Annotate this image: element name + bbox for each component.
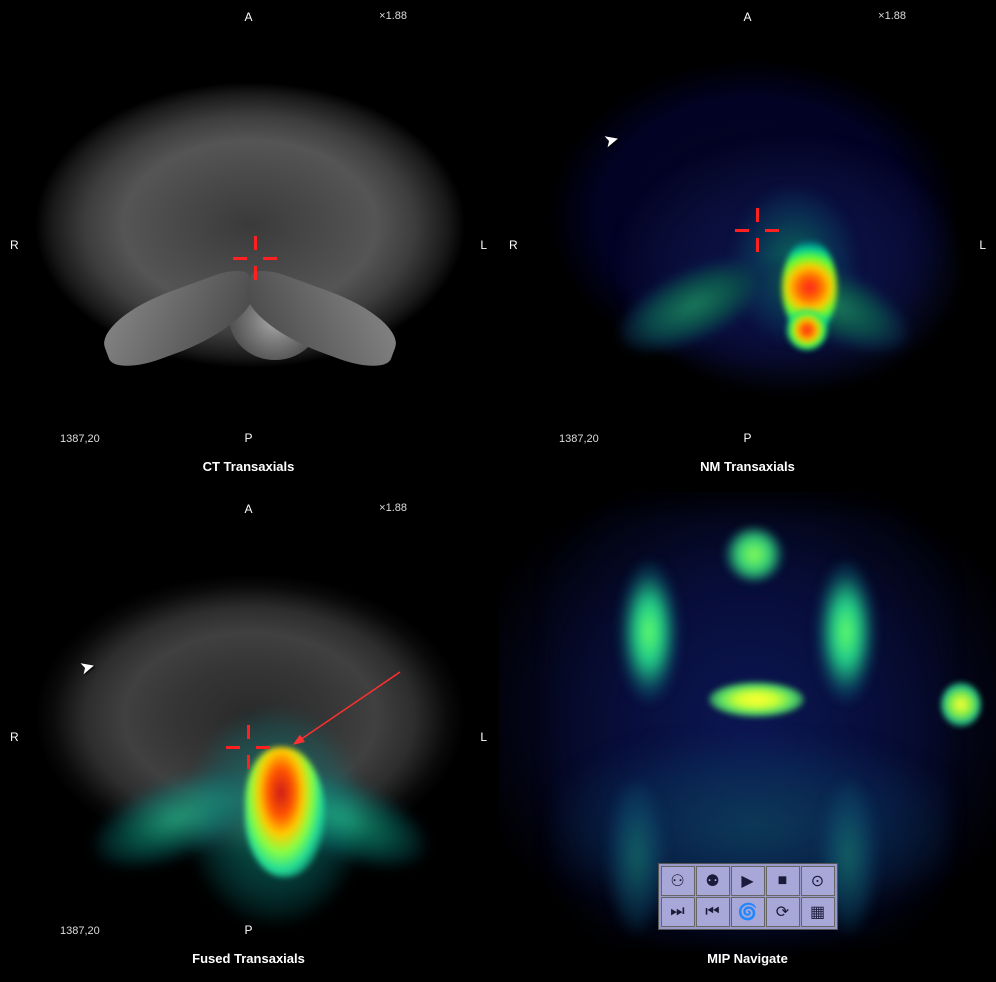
skip-forward-icon[interactable]: ⏭ — [661, 897, 695, 927]
orient-right: R — [10, 238, 19, 252]
imaging-grid: A ×1.88 R L 1387,20 P CT Transaxials A ×… — [0, 0, 996, 982]
refresh-icon[interactable]: ⟳ — [766, 897, 800, 927]
ct-image — [20, 50, 480, 400]
viewport-title: NM Transaxials — [700, 459, 795, 474]
orient-left: L — [480, 238, 487, 252]
viewport-ct[interactable]: A ×1.88 R L 1387,20 P CT Transaxials — [0, 0, 497, 490]
zoom-value: ×1.88 — [878, 10, 906, 22]
slice-coords: 1387,20 — [60, 433, 100, 445]
orient-posterior: P — [244, 431, 252, 445]
target-icon[interactable]: ⊙ — [801, 866, 835, 896]
viewport-title: MIP Navigate — [707, 951, 788, 966]
orient-anterior: A — [244, 10, 252, 24]
grid-icon[interactable]: ▦ — [801, 897, 835, 927]
orient-anterior: A — [743, 10, 751, 24]
body-front-icon[interactable]: ⚇ — [661, 866, 695, 896]
skip-back-icon[interactable]: ⏮ — [696, 897, 730, 927]
nm-image — [539, 40, 969, 430]
annotation-arrow — [0, 492, 497, 982]
spiral-icon[interactable]: 🌀 — [731, 897, 765, 927]
slice-coords: 1387,20 — [559, 433, 599, 445]
stop-icon[interactable]: ■ — [766, 866, 800, 896]
viewport-nm[interactable]: A ×1.88 R L ➤ 1387,20 P NM Transaxials — [499, 0, 996, 490]
zoom-value: ×1.88 — [379, 10, 407, 22]
orient-posterior: P — [743, 431, 751, 445]
viewport-fused[interactable]: A ×1.88 R L ➤ 1387,20 P Fused Transaxial… — [0, 492, 497, 982]
viewport-mip[interactable]: ⚇⚉▶■⊙ ⏭⏮🌀⟳▦ MIP Navigate — [499, 492, 996, 982]
mip-toolbar: ⚇⚉▶■⊙ ⏭⏮🌀⟳▦ — [658, 863, 838, 930]
play-icon[interactable]: ▶ — [731, 866, 765, 896]
body-side-icon[interactable]: ⚉ — [696, 866, 730, 896]
orient-left: L — [979, 238, 986, 252]
viewport-title: CT Transaxials — [203, 459, 295, 474]
orient-right: R — [509, 238, 518, 252]
